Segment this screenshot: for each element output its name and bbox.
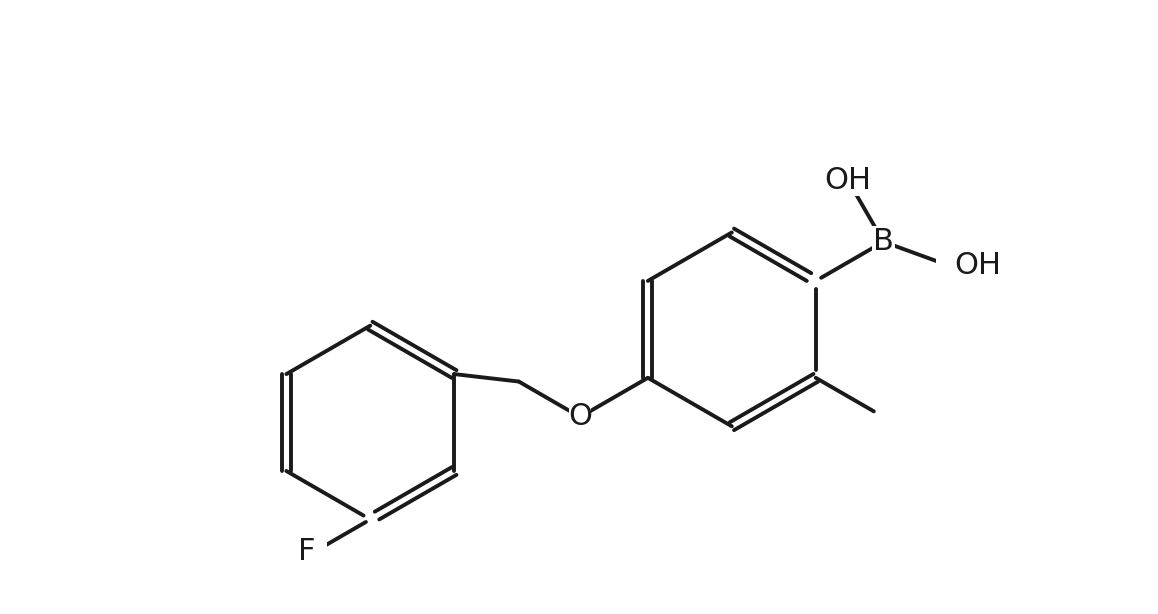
FancyBboxPatch shape bbox=[872, 226, 895, 257]
Text: OH: OH bbox=[824, 166, 872, 195]
Text: B: B bbox=[873, 227, 894, 256]
Text: OH: OH bbox=[954, 252, 1001, 281]
FancyBboxPatch shape bbox=[936, 251, 972, 282]
FancyBboxPatch shape bbox=[569, 402, 592, 433]
FancyBboxPatch shape bbox=[305, 535, 327, 567]
Text: O: O bbox=[569, 402, 592, 432]
Text: F: F bbox=[298, 537, 315, 565]
FancyBboxPatch shape bbox=[830, 165, 866, 196]
